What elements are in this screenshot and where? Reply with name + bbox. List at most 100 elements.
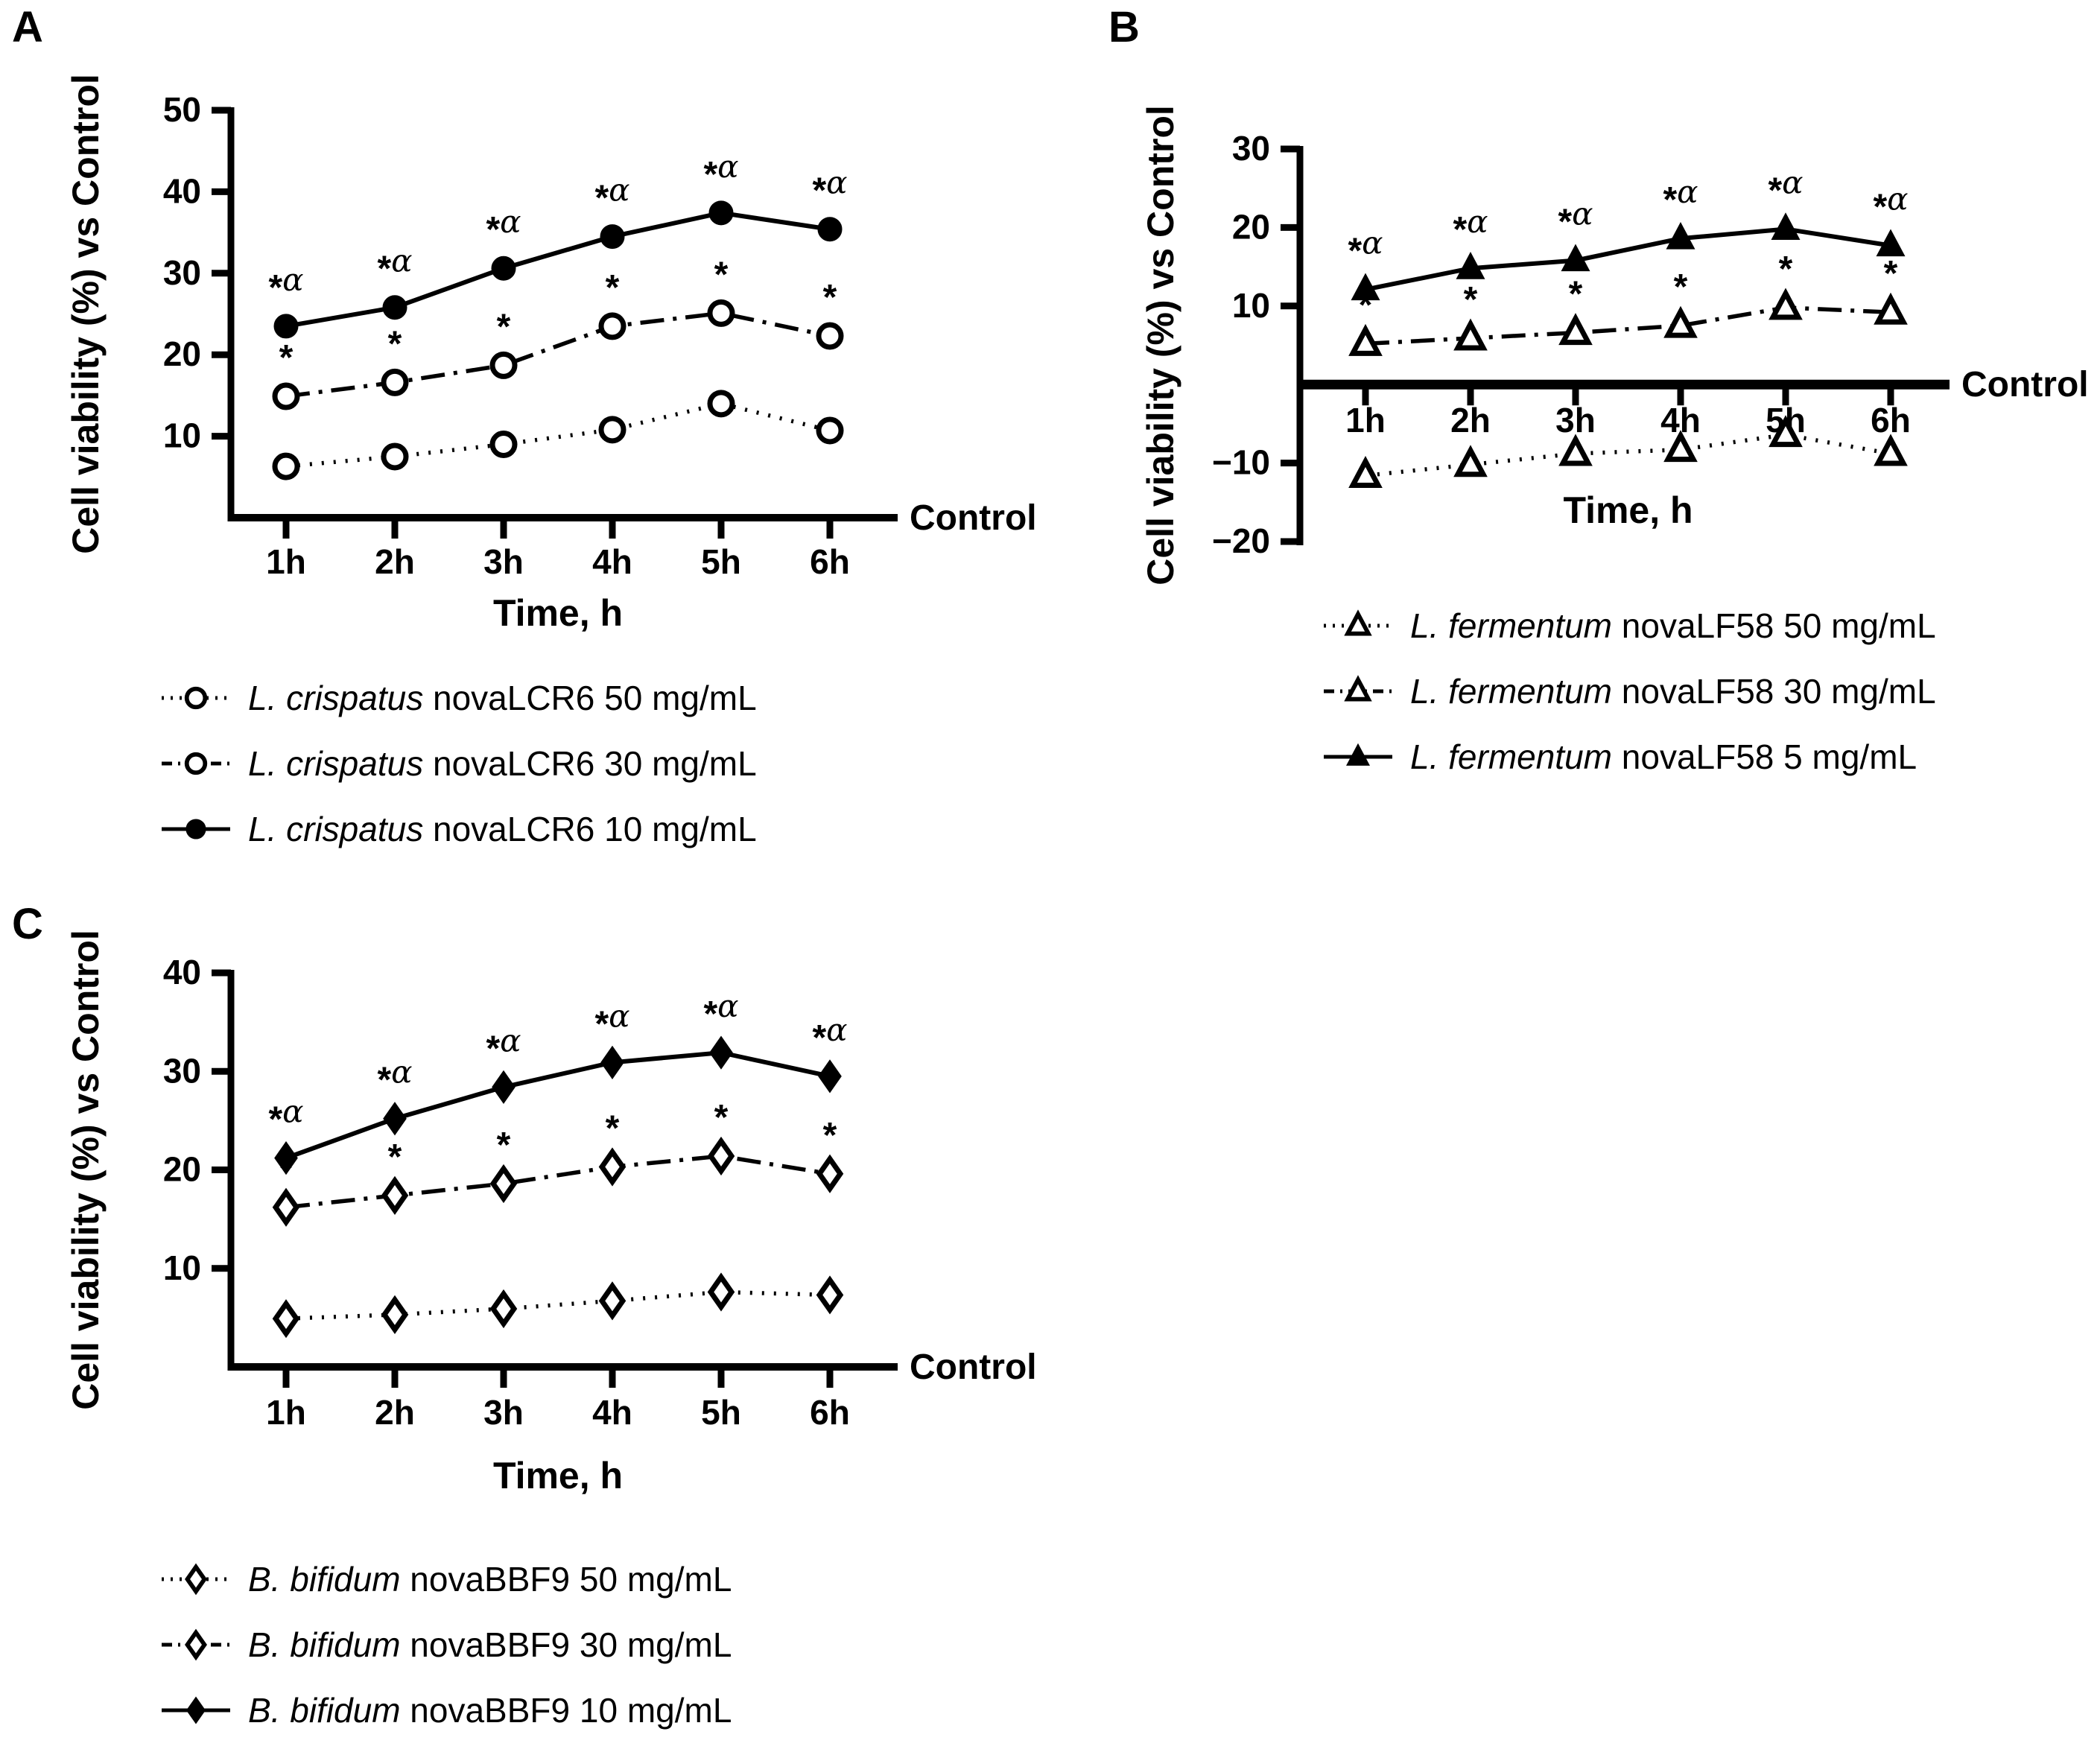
chart-panel-b: −20−10102030Control1h2h3h4h5h6hTime, hCe… <box>1140 105 2089 585</box>
series-line-solid <box>285 1050 831 1161</box>
y-tick-label: 20 <box>1232 207 1270 246</box>
legend-panel-c: B. bifidum novaBBF9 50 mg/mL B. bifidum n… <box>160 1555 732 1734</box>
triangle-marker <box>1344 675 1372 702</box>
x-axis-title: Time, h <box>1563 489 1693 531</box>
significance-annotation: * <box>1884 254 1898 293</box>
y-tick-label: 30 <box>163 1051 201 1090</box>
circle-marker <box>708 200 734 226</box>
legend-key-icon <box>162 819 230 840</box>
legend-panel-a: L. crispatus novaLCR6 50 mg/mL L. crispat… <box>160 674 757 853</box>
legend-item: L. crispatus novaLCR6 50 mg/mL <box>160 674 757 722</box>
significance-annotation: * <box>1464 280 1478 320</box>
legend-species-name: B. bifidum <box>248 1560 401 1599</box>
significance-annotation: *α <box>268 261 303 308</box>
legend-label-rest: novaLCR6 10 mg/mL <box>423 810 757 848</box>
legend-label: L. fermentum novaLF58 5 mg/mL <box>1410 737 1917 777</box>
y-axis-title: Cell viability (%) vs Control <box>1140 105 1181 585</box>
circle-marker <box>707 299 735 327</box>
y-tick-label: 20 <box>163 1150 201 1189</box>
legend-label: L. fermentum novaLF58 50 mg/mL <box>1410 606 1936 646</box>
series-line-solid <box>1365 226 1891 292</box>
significance-annotation: * <box>1674 267 1688 307</box>
significance-annotation: *α <box>594 172 629 218</box>
legend-species-name: L. fermentum <box>1410 737 1612 776</box>
legend-label-rest: novaBBF9 10 mg/mL <box>400 1691 732 1730</box>
circle-marker <box>381 368 409 396</box>
legend-key-icon <box>162 1696 230 1724</box>
triangle-marker <box>1666 221 1695 250</box>
diamond-marker <box>707 1136 735 1176</box>
triangle-marker <box>1453 445 1488 477</box>
legend-label-rest: novaLCR6 50 mg/mL <box>423 679 757 717</box>
significance-annotation: *α <box>1348 225 1383 271</box>
triangle-marker <box>1558 313 1593 346</box>
x-axis-title: Time, h <box>493 592 623 634</box>
y-tick-label: 10 <box>163 1248 201 1287</box>
legend-item: L. crispatus novaLCR6 10 mg/mL <box>160 805 757 853</box>
legend-label: B. bifidum novaBBF9 50 mg/mL <box>248 1559 732 1599</box>
significance-annotation: * <box>497 1126 511 1165</box>
significance-annotation: * <box>388 1137 402 1177</box>
triangle-marker <box>1453 318 1488 351</box>
legend-item: B. bifidum novaBBF9 10 mg/mL <box>160 1686 732 1734</box>
triangle-marker <box>1874 434 1908 466</box>
diamond-marker <box>272 1299 300 1339</box>
significance-annotation: *α <box>1873 181 1908 227</box>
legend-key-icon <box>1324 743 1392 766</box>
significance-annotation: *α <box>1453 203 1488 250</box>
y-tick-label: 30 <box>1232 129 1270 168</box>
y-tick-label: 20 <box>163 334 201 373</box>
circle-marker <box>598 312 626 340</box>
legend-label: B. bifidum novaBBF9 10 mg/mL <box>248 1690 732 1730</box>
triangle-marker <box>1663 305 1698 338</box>
legend-label: L. crispatus novaLCR6 50 mg/mL <box>248 678 757 718</box>
triangle-marker <box>1456 252 1485 279</box>
x-tick-label: 5h <box>701 1393 741 1432</box>
triangle-marker <box>1348 456 1383 488</box>
diamond-marker <box>383 1102 407 1136</box>
significance-annotation: * <box>823 278 837 317</box>
triangle-marker <box>1348 323 1383 356</box>
legend-key-icon <box>1324 675 1392 702</box>
legend-label-rest: novaLF58 30 mg/mL <box>1612 672 1936 711</box>
significance-annotation: *α <box>486 1022 521 1068</box>
significance-annotation: * <box>606 1109 620 1149</box>
legend-label: L. fermentum novaLF58 30 mg/mL <box>1410 671 1936 711</box>
diamond-marker <box>707 1272 735 1312</box>
circle-marker <box>184 686 208 710</box>
triangle-marker <box>1876 229 1906 257</box>
triangle-marker <box>1346 743 1370 766</box>
circle-marker <box>817 217 843 242</box>
significance-annotation: * <box>714 1098 729 1137</box>
diamond-marker <box>598 1281 626 1321</box>
triangle-marker <box>1351 273 1380 301</box>
legend-label-rest: novaBBF9 30 mg/mL <box>400 1625 732 1664</box>
legend-panel-b: L. fermentum novaLF58 50 mg/mL L. ferment… <box>1322 602 1936 781</box>
panel-label-c: C <box>12 900 43 948</box>
significance-annotation: *α <box>1663 174 1698 220</box>
y-tick-label: 40 <box>163 953 201 991</box>
x-tick-label: 4h <box>592 542 632 581</box>
legend-item: L. fermentum novaLF58 30 mg/mL <box>1322 667 1936 715</box>
series-line-dotted <box>285 1289 831 1321</box>
series-line-dotted <box>285 402 831 469</box>
diamond-marker <box>489 1164 518 1204</box>
legend-species-name: L. crispatus <box>248 744 424 783</box>
x-tick-label: 2h <box>1450 401 1491 439</box>
panel-label-a: A <box>12 3 43 51</box>
triangle-marker <box>1558 434 1593 466</box>
triangle-marker <box>1768 415 1803 448</box>
circle-marker <box>816 322 844 350</box>
circle-marker <box>600 224 625 250</box>
diamond-marker <box>489 1289 518 1329</box>
series-line-solid <box>285 210 831 328</box>
legend-item: L. crispatus novaLCR6 30 mg/mL <box>160 740 757 787</box>
significance-annotation: * <box>823 1116 837 1155</box>
significance-annotation: *α <box>486 203 521 250</box>
legend-label-rest: novaLCR6 30 mg/mL <box>423 744 757 783</box>
triangle-marker <box>1663 430 1698 463</box>
series-line-dotted <box>1365 432 1891 478</box>
y-axis-title: Cell viability (%) vs Control <box>65 930 107 1410</box>
legend-label: L. crispatus novaLCR6 30 mg/mL <box>248 743 757 784</box>
diamond-marker <box>185 1628 207 1661</box>
